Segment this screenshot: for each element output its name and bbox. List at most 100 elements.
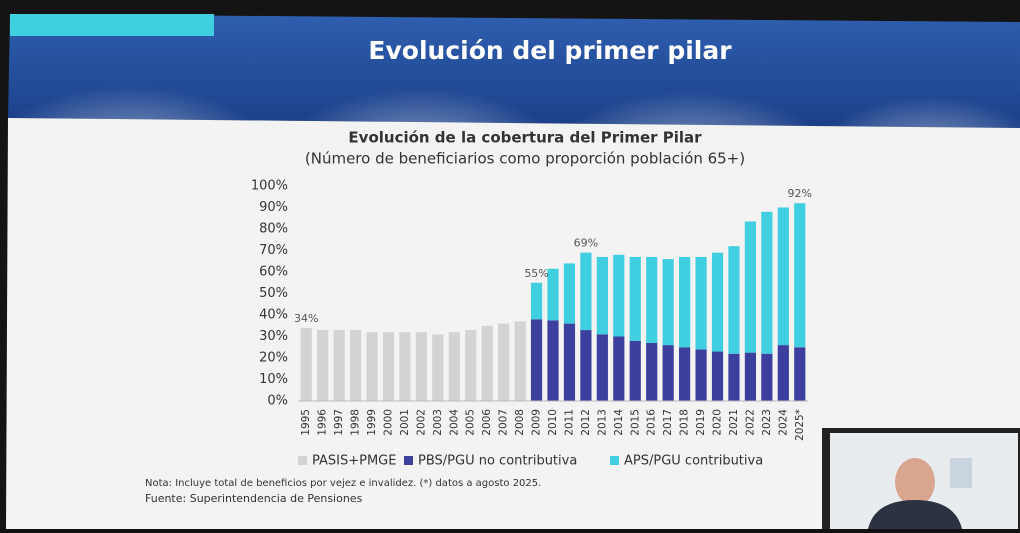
bar-segment <box>794 347 805 401</box>
x-tick-label: 1998 <box>350 409 362 436</box>
x-tick-label: 2015 <box>629 409 641 436</box>
bar-segment <box>580 330 591 401</box>
total-label: 69% <box>574 237 598 250</box>
bar-segment <box>366 332 377 401</box>
bar-segment <box>515 321 526 401</box>
bar-segment <box>564 263 575 323</box>
total-label: 55% <box>524 267 548 280</box>
x-tick-label: 2003 <box>432 409 444 436</box>
bar-segment <box>679 347 690 401</box>
bar-segment <box>547 320 558 401</box>
x-tick-label: 2016 <box>646 409 658 436</box>
bar-segment <box>745 353 756 401</box>
x-tick-label: 2007 <box>498 409 510 436</box>
bar-segment <box>613 255 624 337</box>
bar-segment <box>317 330 328 401</box>
bar-segment <box>498 324 509 401</box>
y-tick-label: 0% <box>267 394 288 409</box>
y-tick-label: 30% <box>259 329 288 344</box>
bar-segment <box>728 354 739 401</box>
bar-segment <box>350 330 361 401</box>
x-tick-label: 2023 <box>761 409 773 436</box>
x-tick-label: 2001 <box>399 409 411 436</box>
x-tick-label: 2025* <box>794 409 806 441</box>
x-tick-label: 2006 <box>481 409 493 436</box>
legend-label: PASIS+PMGE <box>312 454 396 469</box>
x-tick-label: 2008 <box>514 409 526 436</box>
bar-segment <box>630 257 641 341</box>
x-tick-label: 2010 <box>547 409 559 436</box>
legend-swatch <box>298 456 307 465</box>
x-tick-label: 1996 <box>317 409 329 436</box>
bar-segment <box>728 246 739 354</box>
x-tick-label: 2000 <box>382 409 394 436</box>
bar-segment <box>646 343 657 401</box>
bar-segment <box>695 349 706 401</box>
x-tick-label: 2012 <box>580 409 592 436</box>
chart-title: Evolución de la cobertura del Primer Pil… <box>348 129 702 147</box>
bar-segment <box>449 332 460 401</box>
x-tick-label: 2013 <box>596 409 608 436</box>
bar-segment <box>301 328 312 401</box>
y-tick-label: 90% <box>259 200 288 215</box>
x-tick-label: 2019 <box>695 409 707 436</box>
webcam <box>822 428 1020 529</box>
x-tick-label: 2021 <box>728 409 740 436</box>
y-tick-label: 70% <box>259 243 288 258</box>
x-tick-label: 1999 <box>366 409 378 436</box>
source: Fuente: Superintendencia de Pensiones <box>145 492 363 505</box>
bar-segment <box>334 330 345 401</box>
bar-segment <box>531 283 542 320</box>
bar-segment <box>646 257 657 343</box>
bar-segment <box>778 345 789 401</box>
bar-segment <box>679 257 690 347</box>
y-tick-label: 40% <box>259 308 288 323</box>
x-tick-label: 2022 <box>744 409 756 436</box>
y-tick-label: 20% <box>259 351 288 366</box>
bar-segment <box>794 203 805 347</box>
bar-segment <box>399 332 410 401</box>
x-tick-label: 1997 <box>333 409 345 436</box>
x-tick-label: 2005 <box>465 409 477 436</box>
bar-segment <box>432 334 443 401</box>
x-tick-label: 2018 <box>679 409 691 436</box>
bar-segment <box>712 253 723 352</box>
bar-segment <box>745 221 756 352</box>
bar-segment <box>613 337 624 402</box>
bar-segment <box>663 259 674 345</box>
x-tick-label: 1995 <box>300 409 312 436</box>
x-tick-label: 2002 <box>415 409 427 436</box>
bar-segment <box>580 253 591 330</box>
bar-segment <box>547 269 558 321</box>
y-tick-label: 50% <box>259 286 288 301</box>
bar-segment <box>630 341 641 401</box>
x-tick-label: 2004 <box>448 409 460 436</box>
bar-segment <box>761 354 772 401</box>
bar-segment <box>564 324 575 401</box>
x-tick-label: 2024 <box>777 409 789 436</box>
total-label: 34% <box>294 312 318 325</box>
x-tick-label: 2017 <box>662 409 674 436</box>
slide-title: Evolución del primer pilar <box>368 36 732 65</box>
bar-segment <box>482 326 493 401</box>
bar-segment <box>416 332 427 401</box>
x-tick-label: 2009 <box>531 409 543 436</box>
y-tick-label: 80% <box>259 222 288 237</box>
legend-swatch <box>610 456 619 465</box>
accent-bar <box>10 14 214 36</box>
bar-segment <box>761 212 772 354</box>
webcam-face <box>895 458 935 506</box>
note: Nota: Incluye total de beneficios por ve… <box>145 478 541 489</box>
legend-swatch <box>404 456 413 465</box>
webcam-picture <box>950 458 972 488</box>
bar-segment <box>597 257 608 334</box>
page: Evolución del primer pilar Evolución de … <box>0 0 1020 529</box>
x-tick-label: 2011 <box>563 409 575 436</box>
bar-segment <box>778 208 789 346</box>
chart-subtitle: (Número de beneficiarios como proporción… <box>305 150 745 168</box>
bar-segment <box>695 257 706 349</box>
legend-label: APS/PGU contributiva <box>624 454 763 469</box>
y-tick-label: 100% <box>251 179 288 194</box>
y-tick-label: 60% <box>259 265 288 280</box>
bar-segment <box>465 330 476 401</box>
